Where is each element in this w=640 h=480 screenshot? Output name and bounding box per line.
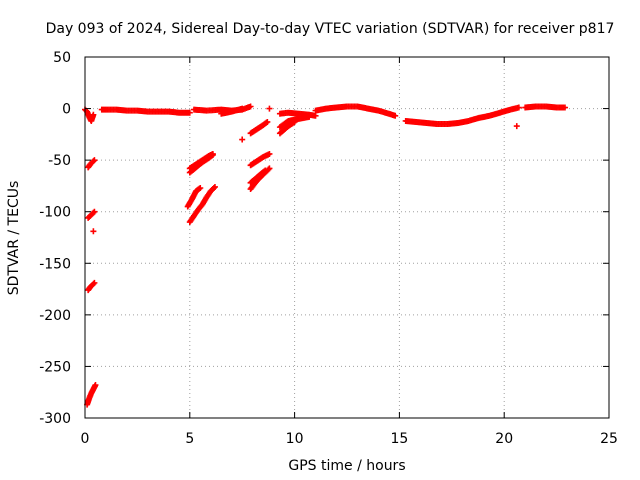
y-tick-label: -100 <box>39 205 71 221</box>
data-point <box>261 168 268 175</box>
data-point <box>513 123 520 130</box>
y-tick-label: -50 <box>48 153 71 169</box>
data-point <box>211 183 218 190</box>
data-point <box>312 112 319 119</box>
data-point <box>91 279 98 286</box>
data-point <box>515 104 522 111</box>
x-tick-label: 20 <box>495 431 513 447</box>
y-tick-label: -200 <box>39 308 71 324</box>
data-point <box>90 111 97 118</box>
data-point <box>265 166 272 173</box>
data-point <box>90 280 97 287</box>
data-point <box>561 104 568 111</box>
x-tick-label: 0 <box>81 431 90 447</box>
data-point <box>209 151 216 158</box>
y-axis-ticks: 50 0 -50 -100 -150 -200 -250 -300 <box>39 50 609 427</box>
data-point <box>92 381 99 388</box>
y-axis-label: SDTVAR / TECUs <box>6 181 22 296</box>
data-point <box>90 209 97 216</box>
y-tick-label: 0 <box>62 102 71 118</box>
x-tick-label: 5 <box>185 431 194 447</box>
data-point <box>91 208 98 215</box>
data-points <box>82 103 568 408</box>
data-point <box>291 118 298 125</box>
data-point <box>247 103 254 110</box>
x-axis-ticks: 0 5 10 15 20 25 <box>81 57 618 447</box>
data-point <box>266 165 273 172</box>
chart-title: Day 093 of 2024, Sidereal Day-to-day VTE… <box>46 21 615 37</box>
plot-frame <box>84 56 610 419</box>
x-tick-label: 15 <box>390 431 408 447</box>
x-axis-label: GPS time / hours <box>288 458 405 474</box>
data-point <box>210 184 217 191</box>
y-tick-label: -300 <box>39 411 71 427</box>
data-point <box>392 112 399 119</box>
data-point <box>91 157 98 164</box>
data-point <box>90 228 97 235</box>
y-tick-label: -150 <box>39 256 71 272</box>
data-point <box>266 150 273 157</box>
data-point <box>262 167 269 174</box>
data-point <box>306 113 313 120</box>
data-point <box>186 109 193 116</box>
x-tick-label: 25 <box>600 431 618 447</box>
data-point <box>239 105 246 112</box>
y-tick-label: -250 <box>39 359 71 375</box>
data-point <box>90 158 97 165</box>
x-tick-label: 10 <box>286 431 304 447</box>
data-point <box>197 184 204 191</box>
data-point <box>239 136 246 143</box>
y-tick-label: 50 <box>53 50 71 66</box>
data-point <box>264 118 271 125</box>
data-point <box>266 105 273 112</box>
